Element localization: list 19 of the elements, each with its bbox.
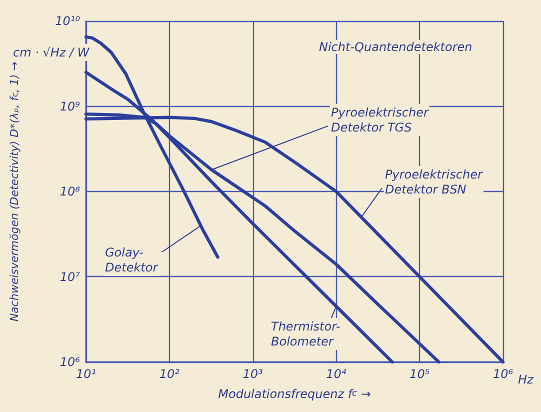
annotation: Thermistor- Bolometer (271, 320, 340, 348)
annotation: cm · √Hz / W (13, 46, 90, 60)
x-tick-label: 10² (159, 367, 180, 381)
annotation: Golay- Detektor (105, 246, 159, 274)
y-tick-label: 10⁹ (60, 99, 80, 114)
x-axis-title: Modulationsfrequenz fc → (218, 387, 371, 401)
y-tick-label: 10¹⁰ (55, 14, 80, 28)
x-tick-label: 10⁶ (492, 367, 514, 381)
x-tick-label: 10⁵ (410, 367, 430, 381)
text: Nicht-Quantendetektoren (319, 40, 472, 54)
x-tick-label: 10¹ (76, 367, 96, 381)
text: Hz (518, 372, 534, 386)
annotation: Pyroelektrischer Detektor TGS (331, 106, 430, 134)
x-tick-label: 10⁴ (326, 367, 346, 381)
annotation: Pyroelektrischer Detektor BSN (385, 168, 484, 196)
x-tick-label: 10³ (242, 367, 264, 381)
y-tick-label: 10⁷ (60, 270, 80, 284)
y-tick-label: 10⁸ (60, 184, 80, 198)
y-tick-label: 10⁶ (60, 355, 80, 369)
